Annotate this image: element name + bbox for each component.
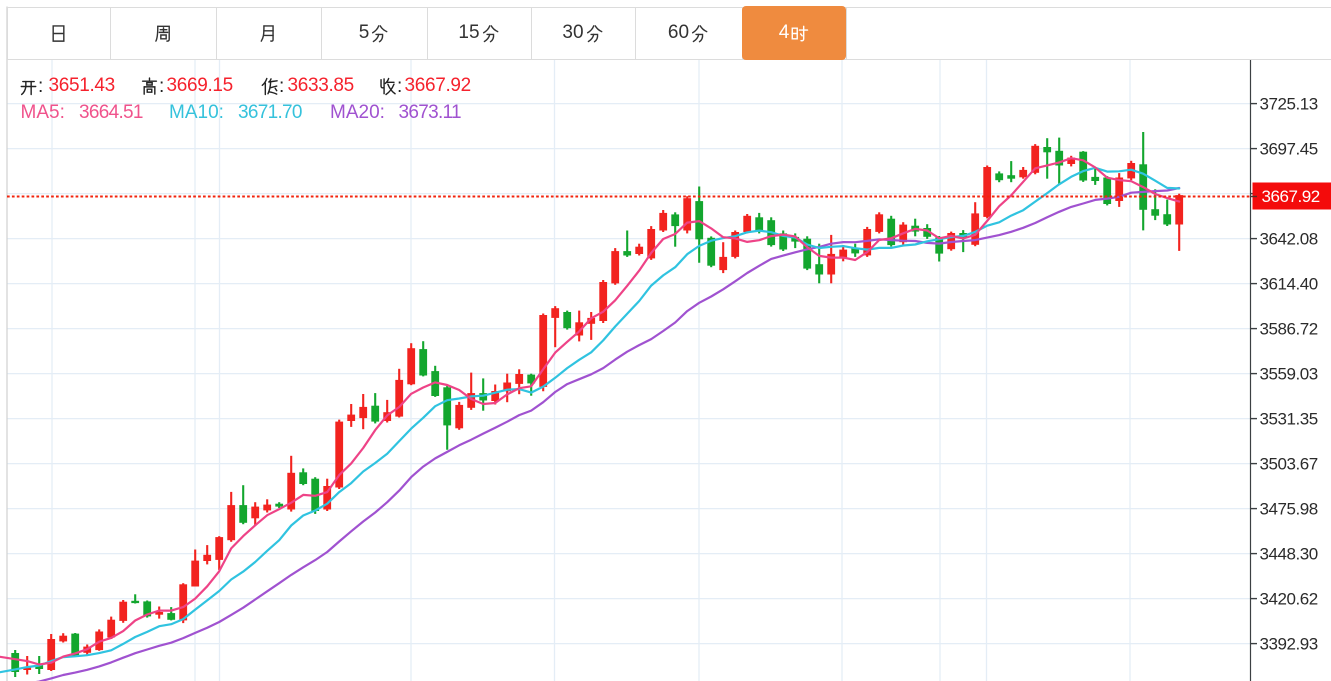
svg-text:3697.45: 3697.45 xyxy=(1260,139,1318,158)
svg-text:3448.30: 3448.30 xyxy=(1260,544,1318,563)
svg-text:3503.67: 3503.67 xyxy=(1260,454,1318,473)
svg-text:3475.98: 3475.98 xyxy=(1260,499,1318,518)
svg-text:3614.40: 3614.40 xyxy=(1260,274,1318,293)
svg-text:3725.13: 3725.13 xyxy=(1260,94,1318,113)
svg-text:3392.93: 3392.93 xyxy=(1260,634,1318,653)
svg-text:3420.62: 3420.62 xyxy=(1260,589,1318,608)
svg-text:3531.35: 3531.35 xyxy=(1260,409,1318,428)
svg-text:3586.72: 3586.72 xyxy=(1260,319,1318,338)
svg-text:3667.92: 3667.92 xyxy=(1262,187,1320,206)
svg-text:3559.03: 3559.03 xyxy=(1260,364,1318,383)
svg-text:3642.08: 3642.08 xyxy=(1260,229,1318,248)
